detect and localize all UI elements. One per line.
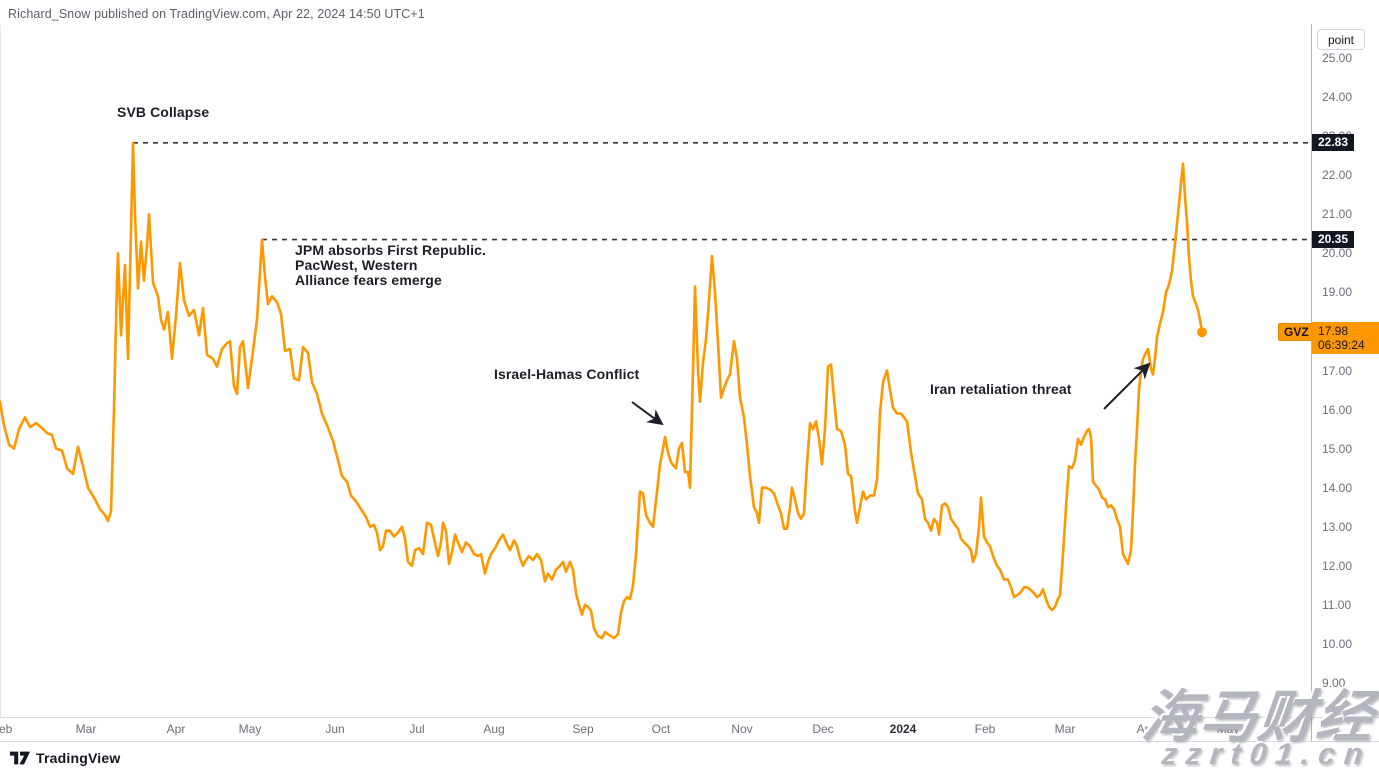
price-tick-label: 20.00 <box>1322 246 1353 261</box>
last-price-dot <box>1197 327 1207 338</box>
price-tick-label: 10.00 <box>1322 636 1353 651</box>
price-tick-label: 17.00 <box>1322 363 1353 378</box>
high-level-badge: 22.83 <box>1312 134 1355 152</box>
bar-countdown: 06:39:24 <box>1318 338 1365 353</box>
annotation-svb: SVB Collapse <box>117 104 210 120</box>
price-tick-label: 19.00 <box>1322 285 1353 300</box>
gvz-price-line <box>0 141 1204 640</box>
time-tick-label: Apr <box>166 722 186 736</box>
time-tick-label: Nov <box>731 722 753 736</box>
time-tick-label: Jul <box>409 722 425 736</box>
time-tick-label: Dec <box>812 722 834 736</box>
tradingview-wordmark: TradingView <box>36 750 121 766</box>
plot-left-border <box>0 25 1 717</box>
time-tick-label: Aug <box>483 722 505 736</box>
symbol-tag: GVZ <box>1278 323 1315 342</box>
price-tick-label: 16.00 <box>1322 402 1353 417</box>
time-tick-label: May <box>1216 722 1240 736</box>
price-tick-label: 25.00 <box>1322 51 1353 65</box>
annotation-arrow-icon <box>631 401 664 426</box>
price-tick-label: 9.00 <box>1322 676 1346 690</box>
time-tick-label: May <box>238 722 262 736</box>
mid-level-badge: 20.35 <box>1312 231 1355 249</box>
price-tick-label: 24.00 <box>1322 90 1353 105</box>
price-tick-label: 12.00 <box>1322 558 1353 573</box>
time-tick-label: Jun <box>325 722 345 736</box>
dashed-level-lines <box>133 142 1311 241</box>
annotation-iran: Iran retaliation threat <box>930 381 1072 397</box>
time-tick-label: Sep <box>572 722 594 736</box>
annotation-arrow-icon <box>1103 362 1151 410</box>
tradingview-17-logo-icon <box>10 751 30 766</box>
annotation-arrows <box>631 362 1151 426</box>
price-tick-label: 22.00 <box>1322 168 1353 183</box>
time-tick-label: Apr <box>1136 722 1156 736</box>
tradingview-branding[interactable]: TradingView <box>10 750 120 766</box>
time-tick-label: Mar <box>75 722 97 736</box>
time-tick-label: Oct <box>651 722 671 736</box>
time-tick-label: 2024 <box>889 722 917 736</box>
last-price-badge: 17.98 06:39:24 <box>1312 322 1379 355</box>
price-tick-label: 13.00 <box>1322 519 1353 534</box>
price-tick-label: 15.00 <box>1322 441 1353 456</box>
time-tick-label: Feb <box>974 722 996 736</box>
price-unit-button[interactable]: point <box>1317 29 1365 50</box>
time-tick-label: Feb <box>0 722 13 736</box>
annotation-jpm: JPM absorbs First Republic. PacWest, Wes… <box>295 242 486 288</box>
publish-attribution: Richard_Snow published on TradingView.co… <box>8 7 425 21</box>
bottom-toolbar <box>0 742 1379 773</box>
price-tick-label: 21.00 <box>1322 207 1353 222</box>
price-axis-border <box>1311 24 1312 741</box>
price-tick-label: 11.00 <box>1322 597 1352 612</box>
time-tick-label: Mar <box>1054 722 1076 736</box>
last-price-value: 17.98 <box>1318 324 1349 339</box>
annotation-israel: Israel-Hamas Conflict <box>494 366 640 382</box>
toolbar-border <box>0 741 1379 742</box>
time-axis-border <box>0 717 1379 718</box>
price-tick-label: 14.00 <box>1322 480 1353 495</box>
